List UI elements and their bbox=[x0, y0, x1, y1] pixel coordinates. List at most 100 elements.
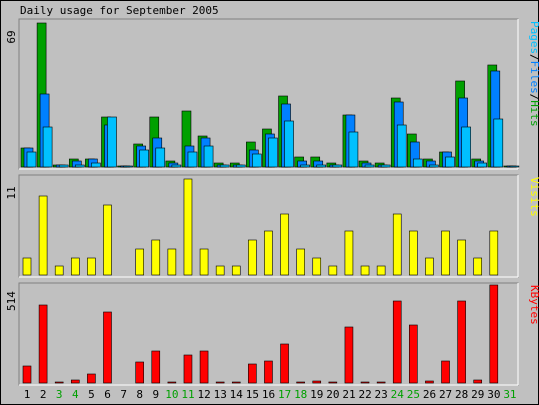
x-tick-label: 6 bbox=[104, 388, 111, 401]
bar-kbytes-day-30 bbox=[489, 284, 499, 384]
bar-pages-day-9 bbox=[155, 147, 166, 168]
bar-visits-day-3 bbox=[54, 265, 64, 276]
x-tick-label: 25 bbox=[407, 388, 420, 401]
bar-pages-day-3 bbox=[58, 164, 69, 168]
x-tick-label: 10 bbox=[165, 388, 178, 401]
x-tick-label: 8 bbox=[136, 388, 143, 401]
x-tick-label: 4 bbox=[72, 388, 79, 401]
bar-visits-day-17 bbox=[280, 213, 289, 276]
bar-visits-day-1 bbox=[22, 257, 32, 276]
bar-kbytes-day-12 bbox=[199, 350, 209, 384]
bar-pages-day-13 bbox=[219, 164, 230, 168]
bar-kbytes-day-2 bbox=[38, 304, 48, 384]
bar-kbytes-day-4 bbox=[70, 379, 80, 384]
legend: Pages/Files/Hits bbox=[528, 21, 539, 127]
bar-visits-day-6 bbox=[103, 204, 112, 276]
bar-pages-day-25 bbox=[413, 158, 423, 168]
bar-kbytes-day-29 bbox=[473, 379, 483, 384]
bar-pages-day-15 bbox=[252, 153, 262, 168]
bar-pages-day-4 bbox=[74, 164, 85, 168]
x-tick-label: 3 bbox=[56, 388, 63, 401]
bar-kbytes-day-15 bbox=[248, 363, 257, 384]
bar-pages-day-7 bbox=[123, 165, 133, 168]
bar-kbytes-day-9 bbox=[151, 350, 161, 384]
bar-pages-day-31 bbox=[509, 165, 520, 168]
bar-kbytes-day-1 bbox=[22, 365, 32, 384]
x-tick-label: 18 bbox=[294, 388, 307, 401]
bar-pages-day-16 bbox=[268, 137, 278, 168]
bar-pages-day-6 bbox=[107, 116, 117, 168]
x-tick-label: 28 bbox=[455, 388, 468, 401]
legend-entry: KBytes bbox=[528, 285, 539, 325]
bar-visits-day-12 bbox=[199, 248, 209, 276]
bar-visits-day-27 bbox=[441, 230, 450, 276]
bar-kbytes-day-18 bbox=[296, 381, 305, 384]
bar-pages-day-2 bbox=[42, 126, 53, 168]
bar-kbytes-day-27 bbox=[441, 360, 450, 384]
x-tick-label: 22 bbox=[358, 388, 371, 401]
bar-visits-day-25 bbox=[409, 230, 418, 276]
bar-visits-day-11 bbox=[183, 178, 193, 276]
panel-visits: 11 Visits bbox=[5, 174, 539, 278]
x-tick-label: 1 bbox=[24, 388, 31, 401]
bar-visits-day-20 bbox=[328, 265, 338, 276]
bar-kbytes-day-8 bbox=[135, 361, 144, 384]
x-tick-label: 14 bbox=[230, 388, 244, 401]
x-tick-label: 30 bbox=[487, 388, 500, 401]
legend-entry: Files bbox=[528, 61, 539, 94]
x-tick-label: 27 bbox=[439, 388, 452, 401]
bar-pages-day-14 bbox=[235, 164, 246, 168]
x-tick-label: 11 bbox=[181, 388, 194, 401]
x-tick-label: 9 bbox=[153, 388, 160, 401]
panel-kbytes: 514 KBytes bbox=[5, 282, 539, 386]
legend: KBytes bbox=[528, 285, 539, 325]
bar-pages-day-8 bbox=[139, 149, 149, 168]
bar-kbytes-day-14 bbox=[231, 381, 241, 384]
x-tick-label: 24 bbox=[391, 388, 405, 401]
chart-title: Daily usage for September 2005 bbox=[20, 4, 219, 17]
bar-visits-day-15 bbox=[248, 239, 257, 276]
legend-entry: Pages bbox=[528, 21, 539, 54]
bar-kbytes-day-23 bbox=[376, 381, 386, 384]
bar-visits-day-21 bbox=[344, 230, 354, 276]
x-tick-label: 16 bbox=[262, 388, 275, 401]
bar-visits-day-14 bbox=[231, 265, 241, 276]
bar-pages-day-26 bbox=[429, 164, 439, 168]
bar-kbytes-day-19 bbox=[312, 380, 322, 384]
bar-kbytes-day-26 bbox=[425, 380, 434, 384]
y-max-label: 11 bbox=[5, 186, 18, 199]
bar-pages-day-20 bbox=[332, 164, 343, 168]
bar-kbytes-day-22 bbox=[360, 381, 370, 384]
legend-entry: Visits bbox=[528, 177, 539, 217]
bar-pages-day-10 bbox=[171, 164, 182, 168]
bar-pages-day-30 bbox=[493, 118, 504, 168]
x-tick-label: 20 bbox=[326, 388, 339, 401]
bar-kbytes-day-5 bbox=[87, 373, 96, 384]
bar-pages-day-17 bbox=[284, 120, 294, 168]
bar-visits-day-24 bbox=[392, 213, 402, 276]
bar-visits-day-18 bbox=[296, 248, 305, 276]
bar-kbytes-day-10 bbox=[167, 381, 177, 384]
bar-pages-day-22 bbox=[364, 164, 375, 168]
x-tick-label: 2 bbox=[40, 388, 47, 401]
bar-pages-day-28 bbox=[461, 126, 471, 168]
bar-visits-day-26 bbox=[425, 257, 434, 276]
x-tick-label: 23 bbox=[375, 388, 388, 401]
bar-visits-day-16 bbox=[264, 230, 273, 276]
bar-visits-day-30 bbox=[489, 230, 499, 276]
bar-visits-day-23 bbox=[376, 265, 386, 276]
bar-visits-day-4 bbox=[70, 257, 80, 276]
bar-pages-day-24 bbox=[396, 124, 407, 168]
bar-visits-day-19 bbox=[312, 257, 322, 276]
bar-visits-day-2 bbox=[38, 195, 48, 276]
bar-kbytes-day-20 bbox=[328, 381, 338, 384]
y-max-label: 514 bbox=[5, 291, 18, 311]
x-tick-label: 13 bbox=[214, 388, 227, 401]
bar-pages-day-27 bbox=[445, 156, 455, 168]
bar-visits-day-10 bbox=[167, 248, 177, 276]
x-tick-label: 7 bbox=[120, 388, 127, 401]
bar-kbytes-day-6 bbox=[103, 311, 112, 384]
bar-visits-day-29 bbox=[473, 257, 483, 276]
